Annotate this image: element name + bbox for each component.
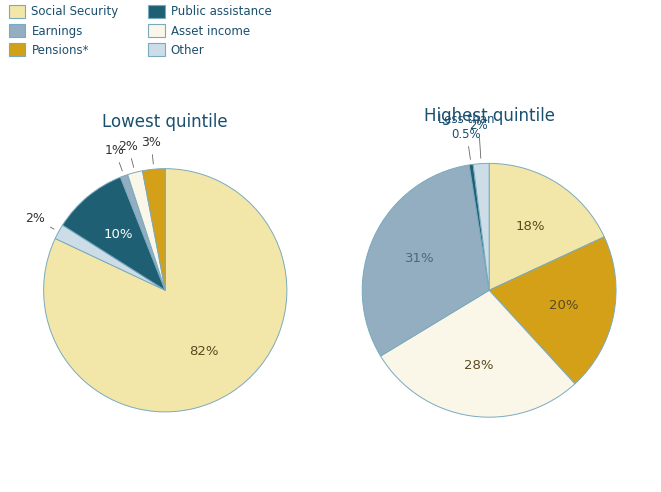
Wedge shape: [381, 290, 575, 417]
Wedge shape: [489, 237, 616, 384]
Text: 2%: 2%: [469, 119, 488, 158]
Text: 10%: 10%: [104, 228, 134, 241]
Title: Lowest quintile: Lowest quintile: [102, 113, 228, 131]
Text: Less than
0.5%: Less than 0.5%: [438, 113, 494, 159]
Wedge shape: [362, 165, 489, 356]
Text: 18%: 18%: [516, 219, 545, 233]
Text: 2%: 2%: [118, 140, 138, 167]
Legend: Social Security, Earnings, Pensions*, Public assistance, Asset income, Other: Social Security, Earnings, Pensions*, Pu…: [7, 2, 274, 59]
Wedge shape: [63, 177, 165, 290]
Wedge shape: [120, 175, 165, 290]
Text: 31%: 31%: [405, 252, 435, 265]
Text: 82%: 82%: [190, 345, 219, 358]
Wedge shape: [143, 169, 165, 290]
Wedge shape: [473, 163, 489, 290]
Text: 1%: 1%: [105, 144, 125, 171]
Wedge shape: [489, 163, 604, 290]
Text: 20%: 20%: [549, 299, 578, 312]
Text: 2%: 2%: [25, 212, 54, 229]
Text: 3%: 3%: [141, 136, 161, 164]
Text: 28%: 28%: [463, 359, 493, 372]
Wedge shape: [56, 225, 165, 290]
Wedge shape: [44, 169, 287, 412]
Wedge shape: [469, 164, 489, 290]
Wedge shape: [128, 171, 165, 290]
Title: Highest quintile: Highest quintile: [424, 107, 555, 124]
